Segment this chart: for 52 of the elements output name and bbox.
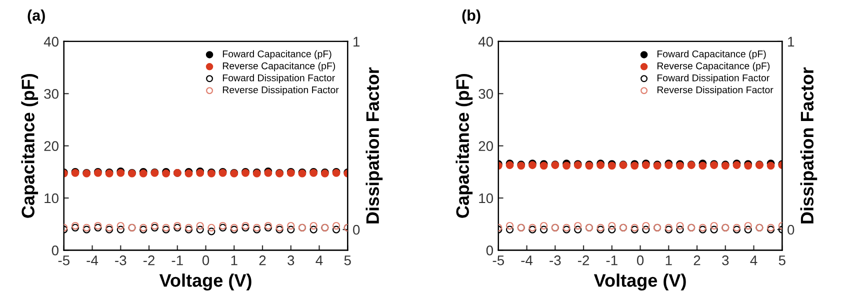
y2-tick-label: 1	[354, 36, 360, 46]
legend-label: Foward Dissipation Factor	[657, 74, 770, 84]
x-axis-title: Voltage (V)	[594, 274, 686, 290]
y2-tick-label: 0	[353, 224, 360, 235]
y-axis-title: Capacitance (pF)	[456, 74, 473, 218]
x-axis-title: Voltage (V)	[159, 274, 252, 290]
x-tick-label: -4	[86, 256, 98, 266]
y2-tick-label: 1	[788, 36, 794, 46]
legend-label: Foward Capacitance (pF)	[222, 50, 332, 60]
legend-label: Reverse Dissipation Factor	[222, 86, 339, 96]
y-tick-label: 10	[44, 193, 58, 204]
x-tick-label: 3	[722, 255, 729, 266]
y-tick-label: 30	[478, 88, 494, 99]
x-tick-label: 1	[666, 256, 672, 266]
chart-title: (b)	[462, 10, 480, 24]
x-tick-label: 5	[778, 256, 786, 266]
x-tick-label: 4	[316, 256, 323, 266]
x-tick-label: -3	[550, 255, 561, 266]
x-tick-label: 1	[231, 256, 238, 266]
y2-axis-title: Dissipation Factor	[800, 67, 818, 224]
x-tick-label: 0	[636, 255, 644, 266]
x-tick-label: 4	[750, 256, 758, 266]
y-tick-label: 0	[52, 246, 58, 256]
legend-label: Reverse Capacitance (pF)	[657, 62, 770, 72]
y-tick-label: 40	[478, 36, 494, 47]
x-tick-label: 0	[202, 255, 210, 266]
x-tick-label: -5	[58, 256, 70, 266]
y2-axis-title: Dissipation Factor	[366, 67, 383, 224]
y-tick-label: 40	[44, 36, 58, 47]
y-tick-label: 10	[479, 193, 494, 204]
legend-label: Foward Capacitance (pF)	[657, 50, 766, 60]
x-tick-label: -2	[578, 255, 590, 266]
legend-label: Reverse Capacitance (pF)	[222, 62, 336, 72]
legend-label: Reverse Dissipation Factor	[657, 86, 774, 96]
x-tick-label: -1	[606, 256, 618, 266]
y-tick-label: 30	[44, 88, 58, 99]
x-tick-label: -3	[115, 255, 126, 266]
x-tick-label: -5	[492, 256, 504, 266]
chart-title: (a)	[28, 10, 45, 24]
x-tick-label: 5	[344, 256, 351, 266]
x-tick-label: -4	[521, 256, 533, 266]
y-axis-title: Capacitance (pF)	[21, 74, 38, 218]
x-tick-label: -2	[143, 255, 154, 266]
y-tick-label: 20	[478, 141, 494, 151]
legend-label: Foward Dissipation Factor	[222, 74, 335, 84]
x-tick-label: 2	[694, 255, 700, 266]
y2-tick-label: 0	[788, 224, 794, 235]
x-tick-label: 2	[259, 255, 266, 266]
y-tick-label: 0	[486, 246, 494, 256]
x-tick-label: 3	[288, 255, 294, 266]
y-tick-label: 20	[44, 141, 58, 151]
x-tick-label: -1	[172, 256, 183, 266]
